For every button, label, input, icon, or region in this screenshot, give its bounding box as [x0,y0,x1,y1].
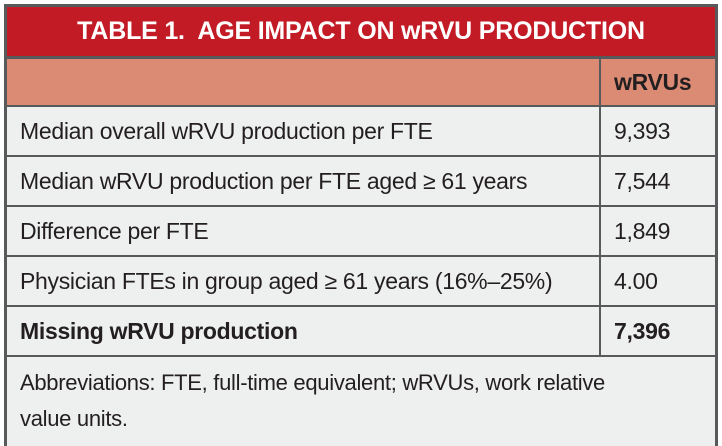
column-header-empty [7,59,599,105]
table-footnote: Abbreviations: FTE, full-time equivalent… [7,355,715,446]
table-row-missing-wrvu: Missing wRVU production 7,396 [7,305,715,355]
row-label: Physician FTEs in group aged ≥ 61 years … [20,267,553,294]
table-row: Physician FTEs in group aged ≥ 61 years … [7,255,715,305]
row-value: 7,544 [599,157,715,205]
table-row: Difference per FTE 1,849 [7,205,715,255]
row-value: 4.00 [599,257,715,305]
row-value: 7,396 [599,307,715,355]
row-label: Missing wRVU production [20,317,298,344]
table-title: TABLE 1. AGE IMPACT ON wRVU PRODUCTION [7,7,715,59]
column-header-row: wRVUs [7,59,715,105]
table-1: TABLE 1. AGE IMPACT ON wRVU PRODUCTION w… [4,4,718,446]
footnote-text: Abbreviations: FTE, full-time equivalent… [20,370,605,431]
row-value: 9,393 [599,107,715,155]
row-label: Median wRVU production per FTE aged ≥ 61… [20,167,528,194]
column-header-wrvus: wRVUs [599,59,715,105]
row-label: Median overall wRVU production per FTE [20,117,433,144]
table-row: Median overall wRVU production per FTE 9… [7,105,715,155]
table-row: Median wRVU production per FTE aged ≥ 61… [7,155,715,205]
row-label: Difference per FTE [20,217,209,244]
row-value: 1,849 [599,207,715,255]
